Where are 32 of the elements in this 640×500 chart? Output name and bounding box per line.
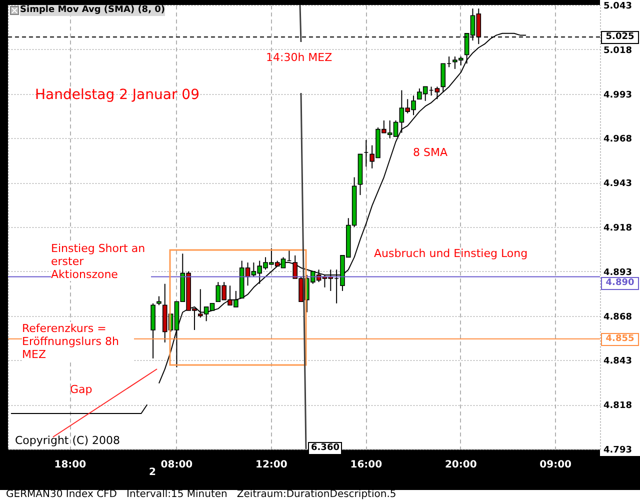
- annotation: Einstieg Short an erster Aktionszone: [51, 242, 151, 281]
- y-tick-label: 4.993: [604, 90, 632, 100]
- x-tick-label: 16:00: [350, 460, 382, 470]
- x-tick-label: 12:00: [256, 460, 288, 470]
- y-tick-label: 4.843: [604, 356, 632, 367]
- annotation: Ausbruch und Einstieg Long: [374, 247, 528, 260]
- x-tick-label: 18:00: [54, 460, 86, 470]
- y-tick-label: 4.968: [604, 134, 632, 145]
- annotation: Simple Mov Avg (SMA) (8, 0): [20, 5, 166, 16]
- annotation: 6.360: [308, 442, 342, 455]
- y-tick-label: 5.018: [604, 46, 632, 56]
- ref-line-label: 5.025: [601, 30, 639, 44]
- y-tick-label: 4.868: [604, 312, 632, 322]
- y-tick-label: 4.893: [604, 268, 632, 278]
- y-tick-label: 4.793: [604, 446, 632, 456]
- annotation: Copyright (C) 2008: [15, 434, 120, 447]
- ref-line-label: 4.890: [601, 277, 639, 290]
- annotation: Referenzkurs = Eröffnungslurs 8h MEZ: [22, 322, 134, 361]
- annotation: 14:30h MEZ: [266, 51, 332, 64]
- annotation: 8 SMA: [413, 146, 448, 159]
- y-tick-label: 4.918: [604, 224, 632, 234]
- y-tick-label: 4.818: [604, 401, 632, 412]
- x-tick-label: 08:00: [160, 460, 193, 470]
- x-tick-label: 09:00: [540, 460, 572, 470]
- x-tick-label: 20:00: [444, 460, 477, 470]
- text: 2: [149, 466, 156, 479]
- ref-line-label: 4.855: [601, 332, 639, 346]
- annotation: Gap: [70, 383, 92, 396]
- y-tick-label: 4.943: [604, 179, 632, 190]
- y-tick-label: 5.043: [604, 2, 632, 12]
- text: GERMAN30 Index CFD Intervall:15 Minuten Zeitraum:DurationDescription.5: [6, 489, 396, 500]
- annotation: Handelstag 2 Januar 09: [35, 87, 200, 103]
